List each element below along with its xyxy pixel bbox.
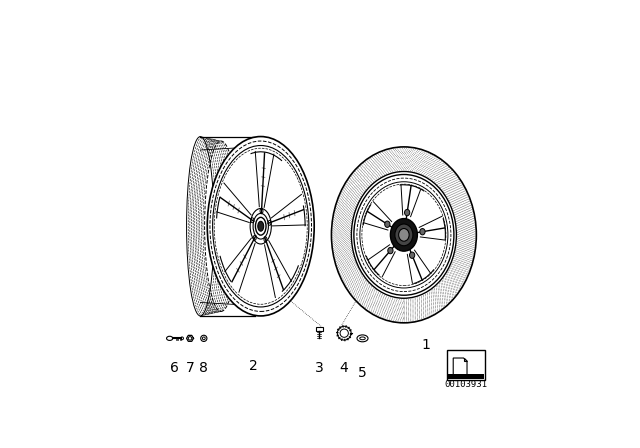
Ellipse shape: [166, 336, 173, 340]
Text: 5: 5: [358, 366, 367, 380]
Ellipse shape: [258, 221, 264, 231]
FancyBboxPatch shape: [316, 327, 323, 331]
Text: 1: 1: [422, 338, 431, 352]
FancyBboxPatch shape: [447, 350, 485, 380]
Ellipse shape: [207, 137, 314, 316]
Text: 7: 7: [186, 361, 195, 375]
Ellipse shape: [390, 219, 417, 251]
Text: 00103931: 00103931: [445, 380, 488, 389]
Text: 8: 8: [200, 361, 208, 375]
Ellipse shape: [395, 224, 413, 246]
Text: 2: 2: [250, 359, 258, 373]
FancyBboxPatch shape: [448, 374, 484, 379]
Ellipse shape: [385, 221, 390, 228]
Polygon shape: [463, 358, 467, 362]
Ellipse shape: [404, 209, 410, 216]
Ellipse shape: [332, 147, 476, 323]
Ellipse shape: [420, 228, 425, 235]
Ellipse shape: [351, 172, 456, 298]
Text: 4: 4: [339, 361, 348, 375]
Ellipse shape: [388, 247, 393, 254]
Text: 6: 6: [170, 361, 179, 375]
Text: 3: 3: [315, 361, 324, 375]
Ellipse shape: [410, 252, 415, 258]
Ellipse shape: [399, 228, 409, 241]
Polygon shape: [453, 358, 467, 375]
